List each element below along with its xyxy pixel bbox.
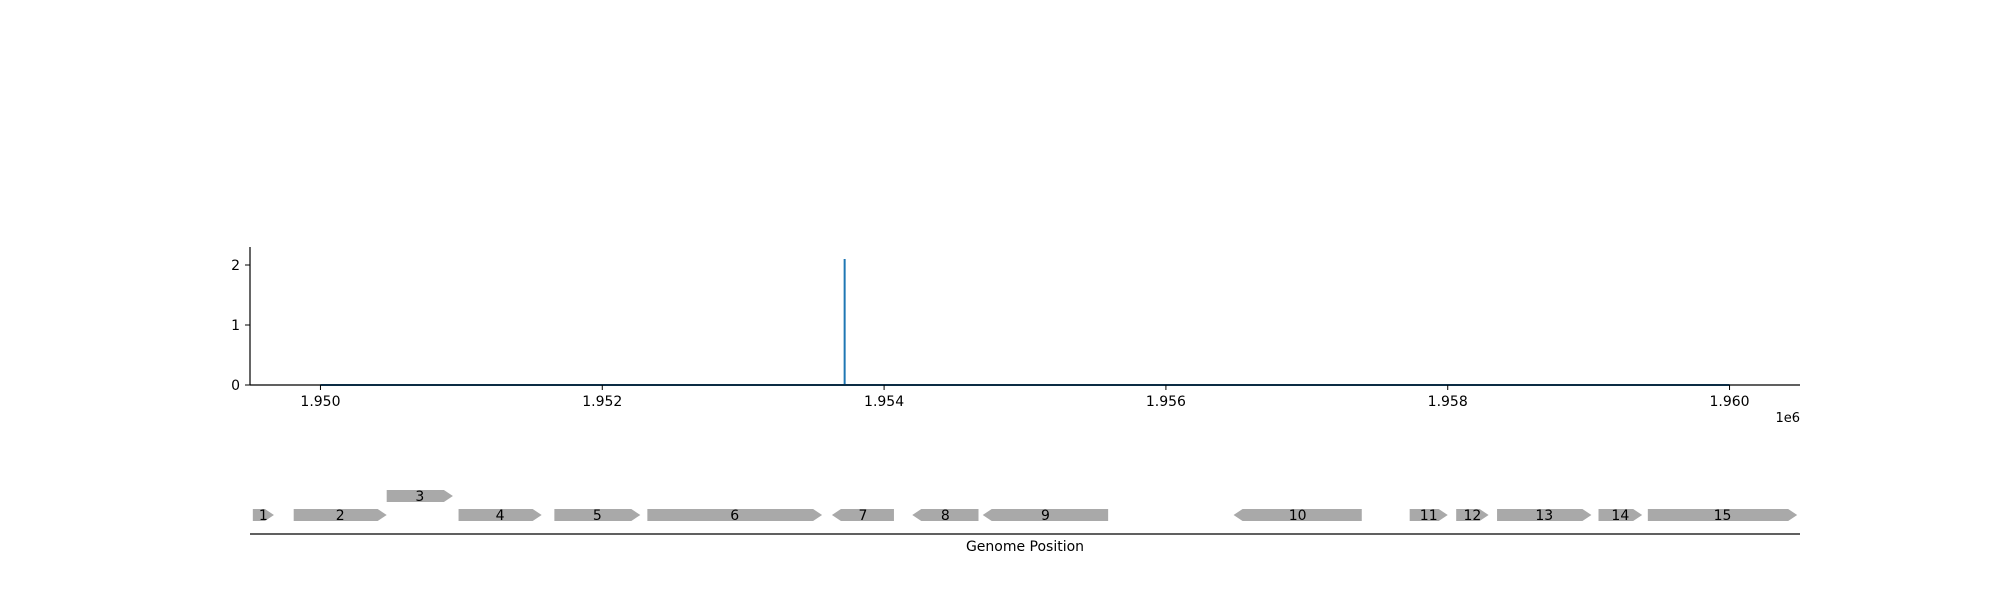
gene-label: 6 [730,508,739,524]
gene-feature: 4 [458,508,542,524]
gene-feature: 13 [1497,508,1592,524]
gene-label: 14 [1611,508,1629,524]
gene-feature: 9 [982,508,1109,524]
gene-feature: 8 [912,508,979,524]
gene-label: 7 [858,508,867,524]
gene-label: 8 [941,508,950,524]
gene-arrow [1598,509,1643,521]
gene-label: 5 [593,508,602,524]
gene-label: 15 [1714,508,1732,524]
gene-arrow [831,509,894,521]
x-axis-offset-label: 1e6 [1775,411,1800,426]
gene-label: 4 [496,508,505,524]
gene-arrow [1456,509,1489,521]
gene-arrow [554,509,641,521]
gene-feature: 1 [252,508,274,524]
gene-feature: 14 [1598,508,1643,524]
gene-features: 1 234 5 6 7 8 9 10 11 12 13 14 15 [252,489,1798,524]
gene-arrow [1497,509,1592,521]
gene-arrow [982,509,1109,521]
x-tick-label: 1.956 [1146,394,1186,410]
gene-label: 3 [415,489,424,505]
gene-feature: 6 [647,508,823,524]
gene-arrow [293,509,387,521]
gene-label: 13 [1535,508,1553,524]
y-tick-label: 0 [231,378,240,394]
gene-track: 1 234 5 6 7 8 9 10 11 12 13 14 15 Genome Position [250,489,1800,555]
x-tick-label: 1.950 [300,394,340,410]
gene-feature: 7 [831,508,894,524]
gene-arrow [458,509,542,521]
gene-label: 1 [259,508,268,524]
x-tick-label: 1.960 [1709,394,1749,410]
gene-arrow [252,509,274,521]
gene-arrow [1409,509,1448,521]
gene-feature: 5 [554,508,641,524]
x-tick-label: 1.954 [864,394,904,410]
x-tick-label: 1.958 [1428,394,1468,410]
gene-label: 12 [1463,508,1481,524]
gene-arrow [1647,509,1798,521]
gene-feature: 15 [1647,508,1798,524]
y-tick-label: 2 [231,258,240,274]
gene-feature: 10 [1233,508,1362,524]
gene-feature: 11 [1409,508,1448,524]
y-axis-ticks: 0 1 2 [231,258,250,394]
gene-arrow [912,509,979,521]
coverage-plot: 1.950 1.952 1.954 1.956 1.958 1.960 0 1 2 1e6 [231,247,1800,426]
gene-label: 9 [1041,508,1050,524]
gene-feature: 2 [293,508,387,524]
gene-feature: 12 [1456,508,1489,524]
gene-arrow [386,490,453,502]
x-axis-ticks: 1.950 1.952 1.954 1.956 1.958 1.960 [300,385,1750,410]
x-tick-label: 1.952 [582,394,622,410]
gene-label: 2 [336,508,345,524]
gene-arrow [647,509,823,521]
y-tick-label: 1 [231,318,240,334]
gene-arrow [1233,509,1362,521]
gene-track-xlabel: Genome Position [966,539,1084,555]
gene-label: 11 [1420,508,1438,524]
gene-label: 10 [1289,508,1307,524]
gene-feature: 3 [386,489,453,505]
